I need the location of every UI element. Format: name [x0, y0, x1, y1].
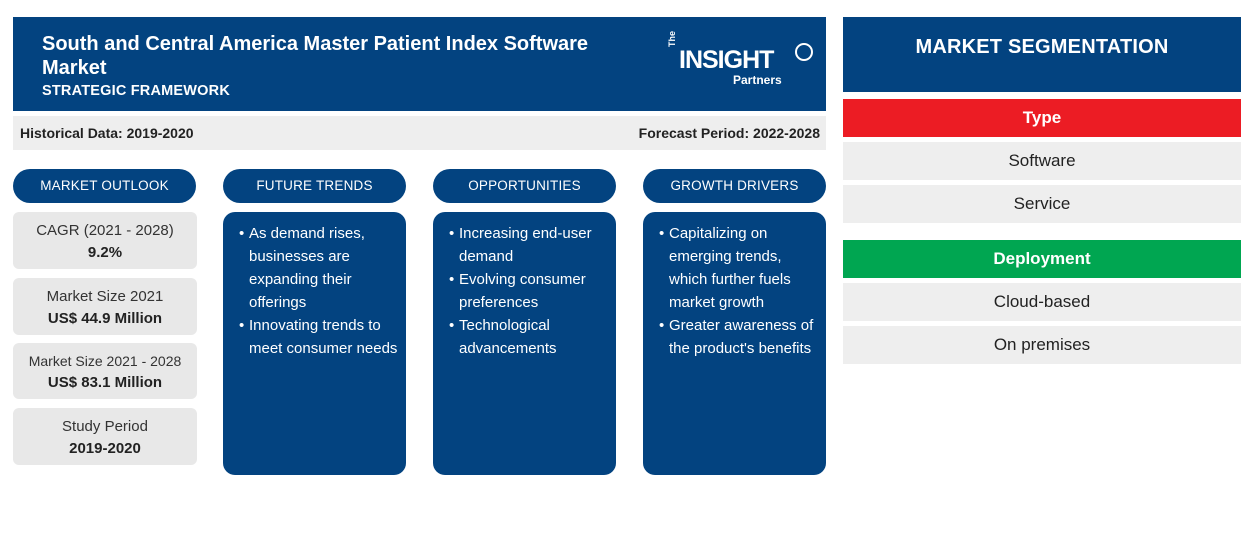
- stat-value: 2019-2020: [69, 440, 141, 457]
- stat-cagr: CAGR (2021 - 2028) 9.2%: [13, 212, 197, 269]
- list-item: Increasing end-user demand: [449, 222, 608, 268]
- logo-insight: INSIGHT: [679, 46, 774, 74]
- segment-item-software: Software: [843, 142, 1241, 180]
- segment-deployment-header: Deployment: [843, 240, 1241, 278]
- logo-partners: Partners: [733, 73, 782, 87]
- stat-label: Market Size 2021 - 2028: [28, 353, 182, 369]
- stat-value: US$ 83.1 Million: [47, 374, 163, 391]
- future-trends-card: As demand rises, businesses are expandin…: [223, 212, 406, 475]
- stat-label: Market Size 2021: [46, 288, 164, 305]
- list-item: Evolving consumer preferences: [449, 268, 608, 314]
- stat-label: Study Period: [62, 418, 148, 435]
- page-subtitle: STRATEGIC FRAMEWORK: [42, 83, 230, 99]
- opportunities-header: OPPORTUNITIES: [433, 169, 616, 203]
- list-item: Technological advancements: [449, 314, 608, 360]
- segment-item-service: Service: [843, 185, 1241, 223]
- stat-value: US$ 44.9 Million: [47, 310, 163, 327]
- list-item: As demand rises, businesses are expandin…: [239, 222, 398, 314]
- opportunities-card: Increasing end-user demand Evolving cons…: [433, 212, 616, 475]
- historical-data: Historical Data: 2019-2020: [20, 125, 194, 141]
- market-outlook-header: MARKET OUTLOOK: [13, 169, 196, 203]
- page-title: South and Central America Master Patient…: [42, 33, 589, 79]
- list-item: Innovating trends to meet consumer needs: [239, 314, 398, 360]
- segment-item-cloud-based: Cloud-based: [843, 283, 1241, 321]
- header-banner: South and Central America Master Patient…: [13, 17, 826, 111]
- market-segmentation-title: MARKET SEGMENTATION: [843, 17, 1241, 92]
- list-item: Capitalizing on emerging trends, which f…: [659, 222, 818, 314]
- stat-market-size-2021: Market Size 2021 US$ 44.9 Million: [13, 278, 197, 335]
- stat-study-period: Study Period 2019-2020: [13, 408, 197, 465]
- insight-partners-logo: The INSIGHT Partners: [665, 31, 815, 89]
- growth-drivers-header: GROWTH DRIVERS: [643, 169, 826, 203]
- segment-type-header: Type: [843, 99, 1241, 137]
- logo-circle-icon: [795, 43, 813, 61]
- segment-item-on-premises: On premises: [843, 326, 1241, 364]
- stat-label: CAGR (2021 - 2028): [36, 222, 174, 239]
- list-item: Greater awareness of the product's benef…: [659, 314, 818, 360]
- forecast-period: Forecast Period: 2022-2028: [638, 125, 820, 141]
- stat-market-size-2021-2028: Market Size 2021 - 2028 US$ 83.1 Million: [13, 343, 197, 399]
- logo-the: The: [667, 30, 677, 47]
- growth-drivers-card: Capitalizing on emerging trends, which f…: [643, 212, 826, 475]
- future-trends-header: FUTURE TRENDS: [223, 169, 406, 203]
- stat-value: 9.2%: [87, 244, 123, 261]
- period-bar: Historical Data: 2019-2020 Forecast Peri…: [13, 116, 826, 150]
